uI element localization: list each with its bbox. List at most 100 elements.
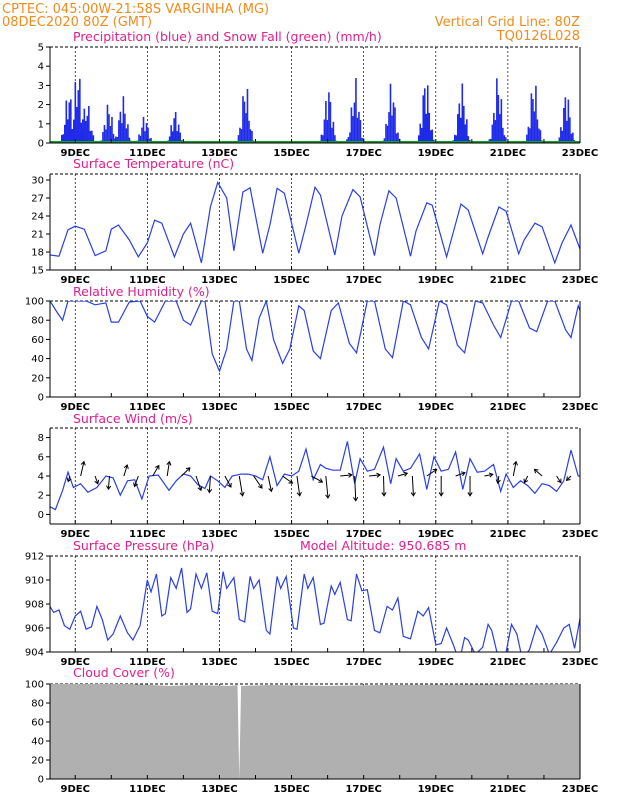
y-tick-label: 24 (31, 212, 44, 223)
x-tick-label: 15DEC (273, 529, 309, 540)
x-tick-label: 9DEC (61, 275, 90, 286)
precip-bar (242, 96, 244, 143)
x-tick-label: 13DEC (201, 529, 237, 540)
plot-area-2 (50, 301, 580, 373)
wind-vector-head (410, 492, 416, 497)
precip-bar (103, 124, 106, 143)
wind-vector-head (166, 460, 172, 466)
precip-bar (505, 137, 507, 143)
precip-bar (499, 114, 501, 143)
panel-title: Surface Pressure (hPa) (73, 538, 214, 553)
wind-vector (296, 475, 302, 497)
precip-bar (349, 132, 351, 143)
plot-area-5 (50, 684, 580, 779)
precip-bar (326, 120, 329, 143)
wind-vector (181, 467, 191, 477)
x-tick-label: 17DEC (345, 148, 381, 159)
wind-vector-shaft (512, 461, 517, 477)
wind-vector-shaft (523, 475, 529, 483)
plot-area-0 (50, 78, 580, 143)
x-tick-label: 19DEC (418, 402, 454, 413)
wind-vector-shaft (566, 475, 572, 481)
wind-vector-head (325, 494, 331, 499)
precip-bar (328, 92, 330, 143)
x-tick-label: 23DEC (562, 402, 598, 413)
wind-vector-shaft (497, 475, 500, 484)
wind-vector-shaft (166, 461, 170, 477)
precip-bar (458, 103, 461, 143)
precip-bar (361, 137, 363, 143)
precip-bar (417, 135, 420, 143)
x-tick-label: 9DEC (61, 784, 90, 795)
wind-vector-head (123, 464, 129, 469)
x-tick-label: 13DEC (201, 275, 237, 286)
wind-vector (556, 475, 562, 484)
wind-vector-shaft (455, 472, 466, 477)
panel-2: 0 20 40 60 80 100 9DEC 11DEC 13DEC 15DEC 17DEC 19DE… (25, 284, 598, 413)
x-tick-label: 23DEC (562, 529, 598, 540)
wind-vector-head (106, 485, 112, 491)
wind-vector-shaft (107, 475, 110, 490)
precip-bar (535, 85, 537, 143)
y-tick-label: 0 (38, 139, 44, 150)
wind-vector (533, 468, 543, 477)
precip-bar (325, 100, 327, 143)
precip-bar (114, 138, 116, 143)
y-tick-label: 3 (38, 81, 44, 92)
x-tick-label: 19DEC (418, 529, 454, 540)
wind-vector-head (495, 479, 501, 485)
precip-bar (359, 120, 362, 143)
wind-vector-shaft (484, 473, 493, 477)
x-tick-label: 21DEC (490, 275, 526, 286)
wind-vector (426, 468, 438, 477)
precip-bar (92, 135, 95, 143)
precip-bar (240, 129, 243, 143)
precip-bar (176, 131, 178, 143)
wind-vector-shaft (134, 475, 139, 487)
precip-bar (426, 85, 429, 143)
precip-bar (463, 105, 465, 143)
wind-vector-head (523, 478, 529, 484)
precip-bar (526, 134, 528, 143)
x-tick-label: 11DEC (129, 784, 165, 795)
precip-bar (150, 137, 152, 143)
precip-bar (395, 133, 398, 143)
x-tick-label: 15DEC (273, 275, 309, 286)
wind-vector-shaft (397, 472, 408, 477)
y-tick-label: 27 (31, 194, 44, 205)
precip-bar (70, 131, 72, 143)
x-tick-label: 23DEC (562, 657, 598, 668)
wind-vector-head (268, 487, 274, 493)
precip-bar (88, 106, 90, 143)
y-tick-label: 18 (31, 248, 44, 259)
x-tick-label: 15DEC (273, 402, 309, 413)
precip-bar (497, 95, 500, 143)
precip-bar (91, 130, 93, 143)
precip-bar (106, 104, 109, 143)
wind-vector-head (460, 471, 466, 477)
y-tick-label: 20 (31, 373, 44, 384)
wind-vector-shaft (267, 475, 272, 492)
x-tick-label: 19DEC (418, 275, 454, 286)
precip-bar (124, 113, 126, 143)
precip-bar (392, 102, 395, 143)
x-tick-label: 21DEC (490, 148, 526, 159)
precip-bar (538, 128, 540, 143)
precip-bar (80, 134, 83, 143)
x-tick-label: 23DEC (562, 784, 598, 795)
series-line (50, 567, 580, 652)
precip-bar (491, 124, 494, 143)
wind-vector (512, 460, 518, 477)
x-tick-label: 11DEC (129, 275, 165, 286)
panel-5: 0 20 40 60 80 100 9DEC 11DEC 13DEC 15DEC 17DEC 19DE… (25, 665, 598, 795)
wind-vector (94, 475, 100, 485)
precip-bar (570, 133, 573, 143)
precip-bar (533, 111, 536, 143)
wind-vector-shaft (325, 475, 329, 499)
wind-vector-head (512, 460, 518, 466)
wind-vector-shaft (181, 467, 191, 477)
plot-area-1 (50, 180, 580, 265)
header-model-code: TQ0126L028 (496, 29, 580, 44)
precip-bar (419, 123, 422, 143)
